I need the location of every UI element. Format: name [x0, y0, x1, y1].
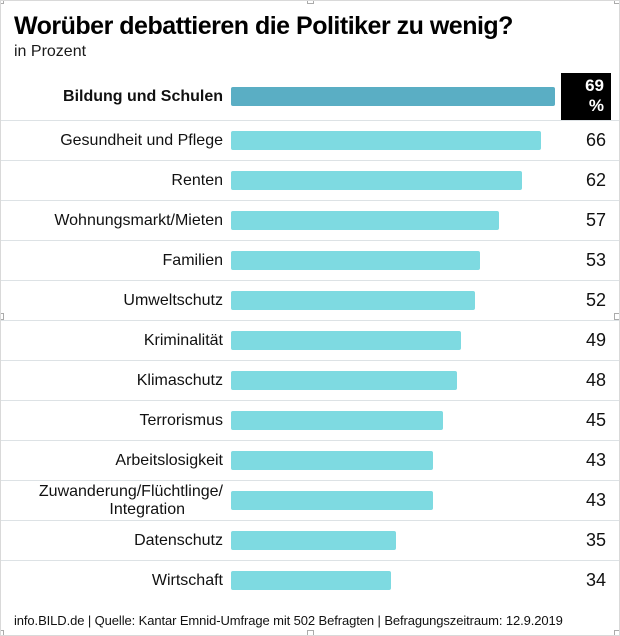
bar — [231, 131, 541, 150]
value-label: 43 — [585, 450, 606, 470]
selection-handle-top-middle[interactable] — [307, 1, 314, 4]
category-label: Gesundheit und Pflege — [60, 131, 223, 149]
bar-track — [231, 291, 561, 310]
bar-track — [231, 211, 561, 230]
value-label: 34 — [585, 570, 606, 590]
bar — [231, 291, 475, 310]
bar-track — [231, 371, 561, 390]
value-label: 35 — [585, 530, 606, 550]
bar-track — [231, 87, 561, 106]
bar — [231, 531, 396, 550]
bar-track — [231, 411, 561, 430]
bar — [231, 491, 433, 510]
category-label: Wohnungsmarkt/Mieten — [54, 211, 223, 229]
bar — [231, 211, 499, 230]
chart-title: Worüber debattieren die Politiker zu wen… — [14, 12, 513, 40]
bar-track — [231, 451, 561, 470]
bar-track — [231, 331, 561, 350]
category-label: Kriminalität — [143, 331, 223, 349]
bar-row: Wirtschaft 34 — [1, 560, 619, 600]
bar-row: Datenschutz 35 — [1, 520, 619, 560]
value-label: 52 — [585, 290, 606, 310]
category-label: Bildung und Schulen — [63, 87, 223, 105]
bar — [231, 571, 391, 590]
bar — [231, 371, 457, 390]
selection-handle-bottom-left[interactable] — [1, 630, 4, 635]
category-label: Wirtschaft — [151, 571, 223, 589]
bar — [231, 451, 433, 470]
bar — [231, 251, 480, 270]
bar-track — [231, 571, 561, 590]
bar-rows: Bildung und Schulen 69 % Gesundheit und Pf… — [1, 73, 619, 600]
category-label: Renten — [171, 171, 223, 189]
bar — [231, 411, 443, 430]
bar — [231, 171, 522, 190]
category-label: Zuwanderung/Flüchtlinge/Integration — [38, 482, 223, 518]
bar-row: Bildung und Schulen 69 % — [1, 73, 619, 120]
bar-row: Familien 53 — [1, 240, 619, 280]
bar-track — [231, 171, 561, 190]
bar-row: Terrorismus 45 — [1, 400, 619, 440]
bar-track — [231, 131, 561, 150]
value-label: 45 — [585, 410, 606, 430]
selection-handle-top-right[interactable] — [614, 1, 619, 4]
bar-row: Zuwanderung/Flüchtlinge/Integration 43 — [1, 480, 619, 520]
chart-subtitle: in Prozent — [14, 43, 87, 60]
bar-row: Renten 62 — [1, 160, 619, 200]
category-label: Klimaschutz — [136, 371, 223, 389]
bar — [231, 331, 461, 350]
value-label: 43 — [585, 490, 606, 510]
bar-track — [231, 491, 561, 510]
category-label: Arbeitslosigkeit — [115, 451, 223, 469]
value-label: 69 % — [561, 73, 619, 120]
value-label: 66 — [585, 130, 606, 150]
highlight-value-box: 69 % — [561, 73, 611, 120]
bar-track — [231, 531, 561, 550]
category-label: Familien — [162, 251, 223, 269]
bar-row: Wohnungsmarkt/Mieten 57 — [1, 200, 619, 240]
category-label: Umweltschutz — [123, 291, 223, 309]
selection-handle-bottom-right[interactable] — [614, 630, 619, 635]
source-footer: info.BILD.de | Quelle: Kantar Emnid-Umfr… — [14, 613, 563, 628]
bar-row: Kriminalität 49 — [1, 320, 619, 360]
selection-handle-bottom-middle[interactable] — [307, 630, 314, 635]
selection-handle-middle-left[interactable] — [1, 313, 4, 320]
value-label: 53 — [585, 250, 606, 270]
selection-handle-top-left[interactable] — [1, 1, 4, 4]
selection-handle-middle-right[interactable] — [614, 313, 619, 320]
category-label: Terrorismus — [139, 411, 223, 429]
bar-track — [231, 251, 561, 270]
value-label: 48 — [585, 370, 606, 390]
value-label: 57 — [585, 210, 606, 230]
bar-row: Klimaschutz 48 — [1, 360, 619, 400]
bar-row: Arbeitslosigkeit 43 — [1, 440, 619, 480]
value-label: 62 — [585, 170, 606, 190]
bar-row: Gesundheit und Pflege 66 — [1, 120, 619, 160]
bar-row: Umweltschutz 52 — [1, 280, 619, 320]
bar — [231, 87, 555, 106]
category-label: Datenschutz — [134, 531, 223, 549]
value-label: 49 — [585, 330, 606, 350]
